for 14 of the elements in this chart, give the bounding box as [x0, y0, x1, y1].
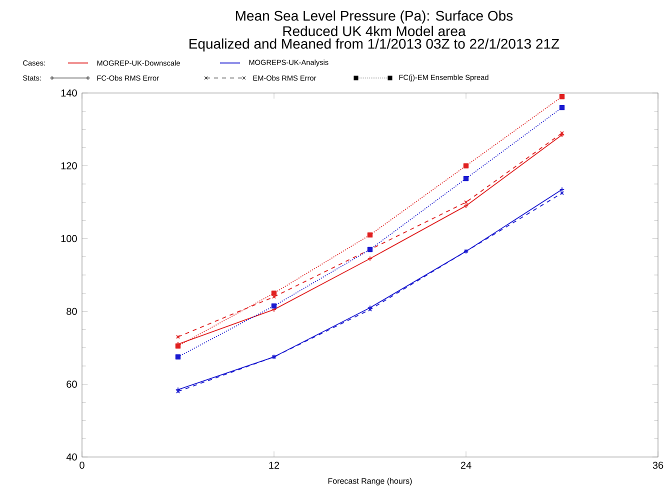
- y-tick-label: 100: [61, 235, 77, 242]
- x-axis-title: Forecast Range (hours): [328, 478, 412, 486]
- x-tick-label: 24: [460, 462, 472, 469]
- y-tick-label: 80: [66, 308, 77, 315]
- y-tick-label: 140: [61, 89, 77, 97]
- x-tick-label: 12: [269, 462, 280, 469]
- y-tick-label: 40: [66, 453, 77, 461]
- chart-subtitle: Reduced UK 4km Model area: [283, 26, 466, 36]
- x-tick-label: 36: [652, 462, 664, 469]
- chart-title: Mean Sea Level Pressure (Pa): Surface Obs: [236, 10, 513, 24]
- y-tick-label: 120: [61, 162, 77, 170]
- text: Equalized and Meaned from 1/1/2013 03Z to 22/1/2013 21Z: [190, 38, 560, 52]
- y-tick-label: 60: [66, 380, 77, 388]
- x-tick-label: 0: [80, 462, 84, 469]
